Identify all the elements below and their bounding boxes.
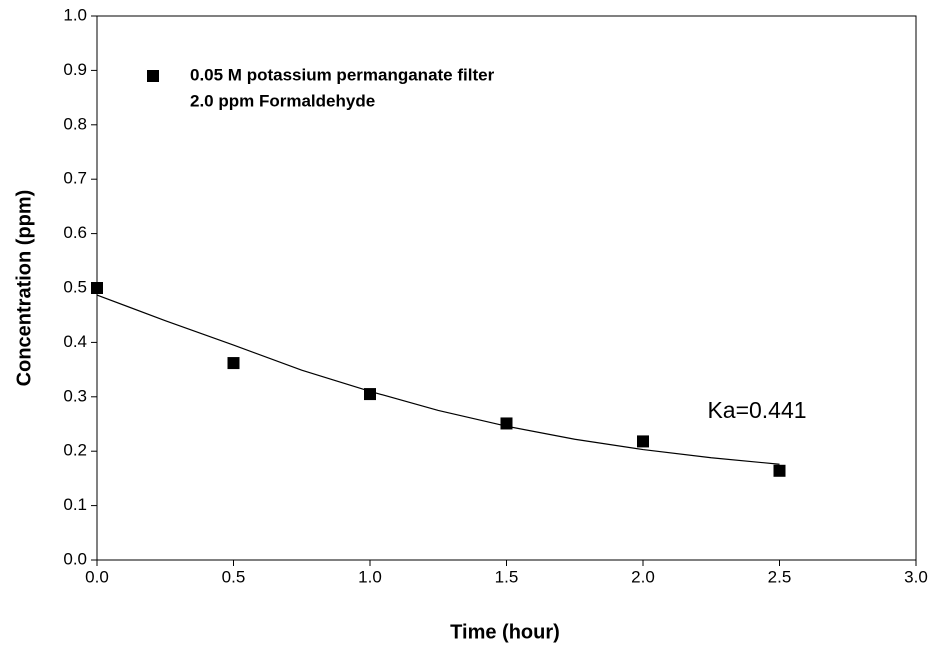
x-tick-label: 2.5 [768, 567, 792, 586]
data-point [91, 282, 103, 294]
y-axis-label: Concentration (ppm) [13, 190, 35, 387]
data-point [637, 435, 649, 448]
annotation: Ka=0.441 [707, 397, 806, 423]
y-tick-label: 0.2 [63, 441, 87, 460]
data-point [773, 464, 786, 477]
y-tick-label: 0.9 [63, 60, 87, 79]
y-tick-label: 0.4 [63, 332, 87, 351]
y-tick-label: 1.0 [63, 5, 87, 24]
x-tick-label: 2.0 [631, 567, 655, 586]
y-tick-label: 0.8 [63, 114, 87, 133]
data-point [500, 417, 513, 430]
y-tick-label: 0.0 [63, 549, 87, 568]
fit-curve [96, 294, 780, 465]
x-tick-label: 3.0 [904, 567, 928, 586]
data-point [227, 357, 240, 370]
x-tick-label: 1.5 [495, 567, 519, 586]
x-tick-label: 0.0 [85, 567, 109, 586]
y-tick-label: 0.1 [63, 495, 87, 514]
x-tick-label: 0.5 [222, 567, 246, 586]
x-tick-label: 1.0 [358, 567, 382, 586]
x-axis-label: Time (hour) [450, 621, 560, 643]
legend-marker [147, 70, 159, 82]
y-tick-label: 0.3 [63, 386, 87, 405]
legend-note: 2.0 ppm Formaldehyde [190, 91, 375, 110]
y-tick-label: 0.6 [63, 223, 87, 242]
y-tick-label: 0.7 [63, 169, 87, 188]
data-point [364, 388, 376, 401]
y-tick-label: 0.5 [63, 277, 87, 296]
legend-label: 0.05 M potassium permanganate filter [190, 65, 495, 84]
